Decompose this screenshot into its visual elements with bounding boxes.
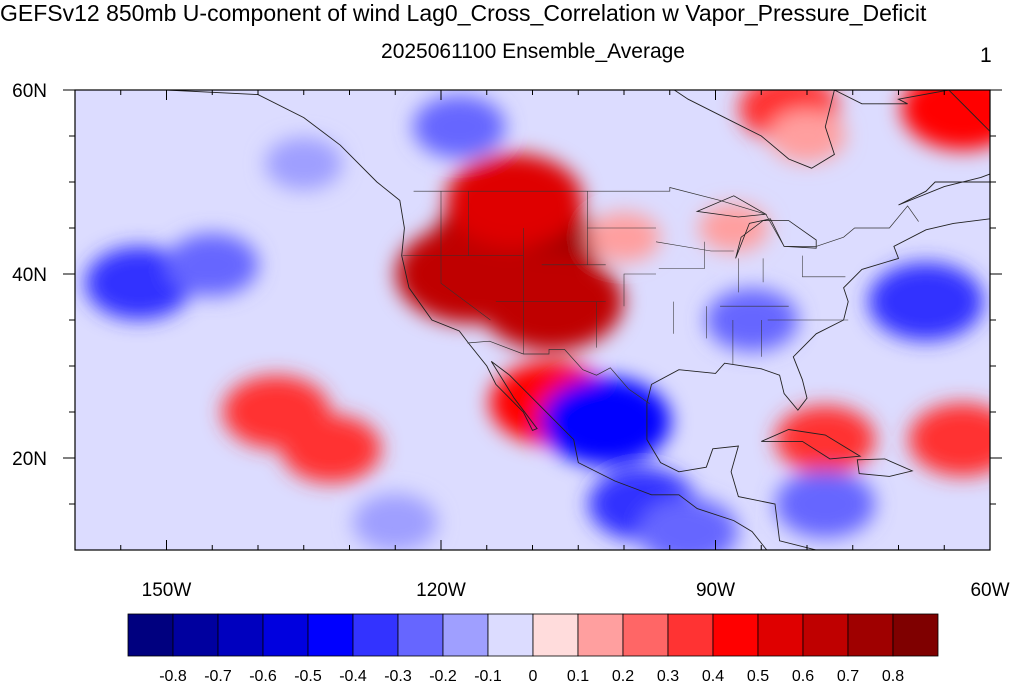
field-cell <box>281 414 382 483</box>
colorbar-swatch <box>577 613 624 657</box>
colorbar-swatch <box>397 613 444 657</box>
panel-number: 1 <box>980 44 992 67</box>
field-cell <box>540 377 671 466</box>
cuba-coastline <box>761 429 862 460</box>
colorbar-label: -0.7 <box>204 668 232 682</box>
y-tick-label: 60N <box>12 81 47 102</box>
field-cell <box>413 95 506 159</box>
coastlines <box>75 90 990 550</box>
colorbar-swatch <box>622 613 669 657</box>
correlation-field <box>75 90 990 550</box>
field-cell <box>908 403 990 477</box>
colorbar-swatch <box>352 613 399 657</box>
field-cell <box>85 246 193 320</box>
field-cell <box>265 137 343 190</box>
x-tick-label: 60W <box>970 580 1009 601</box>
colorbar-label: 0.2 <box>612 668 634 682</box>
colorbar-swatch <box>127 613 174 657</box>
colorbar-swatch <box>487 613 534 657</box>
field-cell <box>705 288 799 352</box>
colorbar-swatch <box>442 613 489 657</box>
colorbar-swatch <box>307 613 354 657</box>
colorbar-swatch <box>847 613 894 657</box>
state-boundary <box>440 191 491 321</box>
field-cell <box>587 212 661 263</box>
field-cell <box>638 497 739 550</box>
colorbar-swatch <box>757 613 804 657</box>
field-cell <box>868 262 984 341</box>
colorbar-label: 0.5 <box>747 668 769 682</box>
colorbar-label: -0.1 <box>474 668 502 682</box>
colorbar-label: -0.3 <box>384 668 412 682</box>
colorbar-swatch <box>262 613 309 657</box>
y-tick-label: 40N <box>12 265 47 286</box>
axis-ticks <box>63 89 1002 550</box>
us-canada-border <box>413 187 919 247</box>
field-blobs <box>85 90 990 550</box>
colorbar-swatch <box>802 613 849 657</box>
great-lakes-outline <box>735 218 817 259</box>
colorbar-label: 0 <box>529 668 538 682</box>
colorbar-swatch <box>712 613 759 657</box>
field-cell <box>166 233 259 297</box>
chart-subtitle: 2025061100 Ensemble_Average <box>381 40 685 63</box>
x-tick-label: 90W <box>696 580 735 601</box>
field-cell <box>698 204 769 252</box>
north-america-coastline <box>75 90 990 550</box>
axis-labels: 150W 120W 90W 60W 20N 40N 60N <box>12 81 1009 601</box>
colorbar-swatch <box>172 613 219 657</box>
hispaniola-coastline <box>856 458 914 477</box>
colorbar-label: -0.8 <box>159 668 187 682</box>
us-mexico-border <box>467 340 650 404</box>
colorbar-label: 0.7 <box>837 668 859 682</box>
colorbar-label: -0.2 <box>429 668 457 682</box>
colorbar-label: -0.6 <box>249 668 277 682</box>
colorbar-label: 0.4 <box>702 668 724 682</box>
x-tick-label: 150W <box>142 580 192 601</box>
colorbar-label: 0.8 <box>882 668 904 682</box>
colorbar-swatch <box>892 613 939 657</box>
field-cell <box>445 153 583 248</box>
chart-title: GEFSv12 850mb U-component of wind Lag0_C… <box>0 0 927 26</box>
colorbar-label: 0.3 <box>657 668 679 682</box>
field-cell <box>352 493 438 550</box>
field-cell <box>775 405 876 474</box>
colorbar: -0.8 -0.7 -0.6 -0.5 -0.4 -0.3 -0.2 -0.1 0 0.1 0.2 0… <box>127 613 939 682</box>
colorbar-swatch <box>217 613 264 657</box>
field-cell <box>901 90 990 151</box>
colorbar-swatch <box>532 613 579 657</box>
y-tick-label: 20N <box>12 449 47 470</box>
field-cell <box>775 470 876 538</box>
colorbar-label: 0.6 <box>792 668 814 682</box>
colorbar-label: -0.5 <box>294 668 322 682</box>
colorbar-label: 0.1 <box>567 668 589 682</box>
colorbar-swatch <box>667 613 714 657</box>
colorbar-label: -0.4 <box>339 668 367 682</box>
state-boundary <box>655 241 734 252</box>
state-boundary <box>623 273 656 307</box>
state-boundary <box>658 241 705 269</box>
x-tick-label: 120W <box>416 580 466 601</box>
state-boundary <box>802 255 846 278</box>
